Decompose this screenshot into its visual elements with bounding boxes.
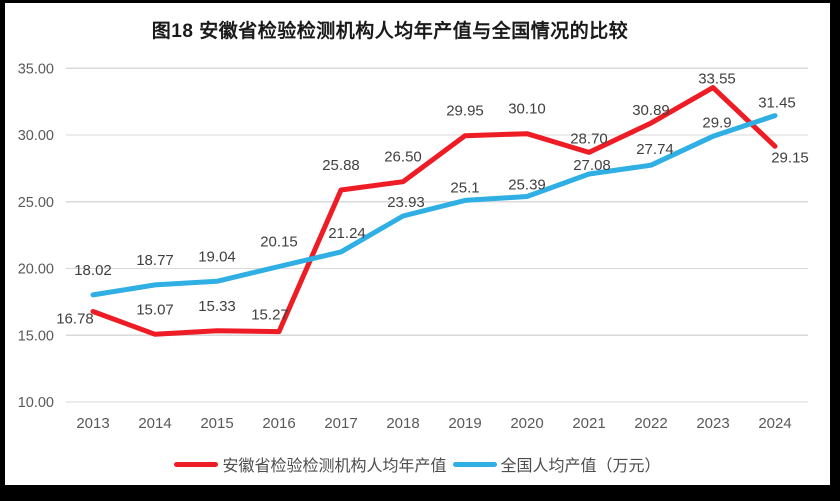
national-series-line — [90, 113, 778, 298]
x-axis-label-2020: 2020 — [510, 415, 543, 432]
x-axis-label-2024: 2024 — [758, 415, 791, 432]
legend-item-anhui: 安徽省检验检测机构人均年产值 — [174, 452, 447, 476]
national-data-label-2017: 21.24 — [328, 225, 366, 242]
national-data-label-2014: 18.77 — [136, 252, 174, 269]
anhui-data-label-2013: 16.78 — [56, 310, 94, 327]
line-chart: 35.00 30.00 25.00 20.00 15.00 10.00 2013 2014 20… — [18, 61, 809, 432]
national-line-swatch — [452, 461, 497, 467]
national-data-label-2024: 31.45 — [758, 95, 796, 112]
y-axis-label-15.00: 15.00 — [18, 328, 54, 344]
x-axis-label-2017: 2017 — [324, 415, 357, 432]
chart-canvas: 35.00 30.00 25.00 20.00 15.00 10.00 2013 2014 20… — [5, 3, 830, 485]
x-axis-label-2016: 2016 — [262, 415, 295, 432]
y-axis-label-10.00: 10.00 — [18, 395, 54, 411]
national-data-label-2015: 19.04 — [198, 248, 236, 265]
x-axis-label-2013: 2013 — [76, 415, 109, 432]
anhui-data-label-2018: 26.50 — [384, 149, 422, 166]
x-axis-label-2021: 2021 — [572, 415, 605, 432]
anhui-data-label-2021: 28.70 — [570, 130, 608, 147]
anhui-data-label-2015: 15.33 — [198, 298, 236, 315]
legend-item-national: 全国人均产值（万元） — [452, 452, 661, 476]
anhui-data-label-2024: 29.15 — [771, 149, 809, 166]
anhui-data-label-2017: 25.88 — [322, 157, 360, 174]
national-data-label-2023: 29.9 — [702, 114, 731, 131]
x-axis-label-2015: 2015 — [200, 415, 233, 432]
anhui-series-line — [90, 85, 778, 337]
y-axis-label-20.00: 20.00 — [18, 262, 54, 278]
national-data-label-2019: 25.1 — [450, 179, 479, 196]
y-axis-label-30.00: 30.00 — [18, 128, 54, 144]
legend-label-anhui: 安徽省检验检测机构人均年产值 — [222, 458, 447, 475]
national-data-label-2022: 27.74 — [636, 141, 674, 158]
y-axis-label-25.00: 25.00 — [18, 195, 54, 211]
anhui-data-label-2019: 29.95 — [446, 103, 484, 120]
x-axis-label-2018: 2018 — [386, 415, 419, 432]
national-data-label-2013: 18.02 — [74, 262, 112, 279]
national-data-label-2020: 25.39 — [508, 177, 546, 194]
anhui-data-label-2016: 15.27 — [251, 307, 289, 324]
x-axis-label-2022: 2022 — [634, 415, 667, 432]
anhui-data-label-2020: 30.10 — [508, 101, 546, 118]
national-data-label-2018: 23.93 — [387, 194, 425, 211]
x-axis-label-2023: 2023 — [696, 415, 729, 432]
chart-title: 图18 安徽省检验检测机构人均年产值与全国情况的比较 — [151, 21, 629, 42]
anhui-data-label-2014: 15.07 — [136, 301, 174, 318]
x-axis-label-2014: 2014 — [138, 415, 171, 432]
national-data-label-2021: 27.08 — [573, 157, 611, 174]
y-axis-label-35.00: 35.00 — [18, 61, 54, 77]
anhui-data-label-2022: 30.89 — [632, 102, 670, 119]
anhui-line-swatch — [174, 461, 219, 467]
legend: 安徽省检验检测机构人均年产值 全国人均产值（万元） — [5, 452, 830, 476]
legend-label-national: 全国人均产值（万元） — [500, 458, 661, 475]
anhui-data-label-2023: 33.55 — [698, 71, 736, 88]
x-axis-label-2019: 2019 — [448, 415, 481, 432]
national-data-label-2016: 20.15 — [260, 233, 298, 250]
